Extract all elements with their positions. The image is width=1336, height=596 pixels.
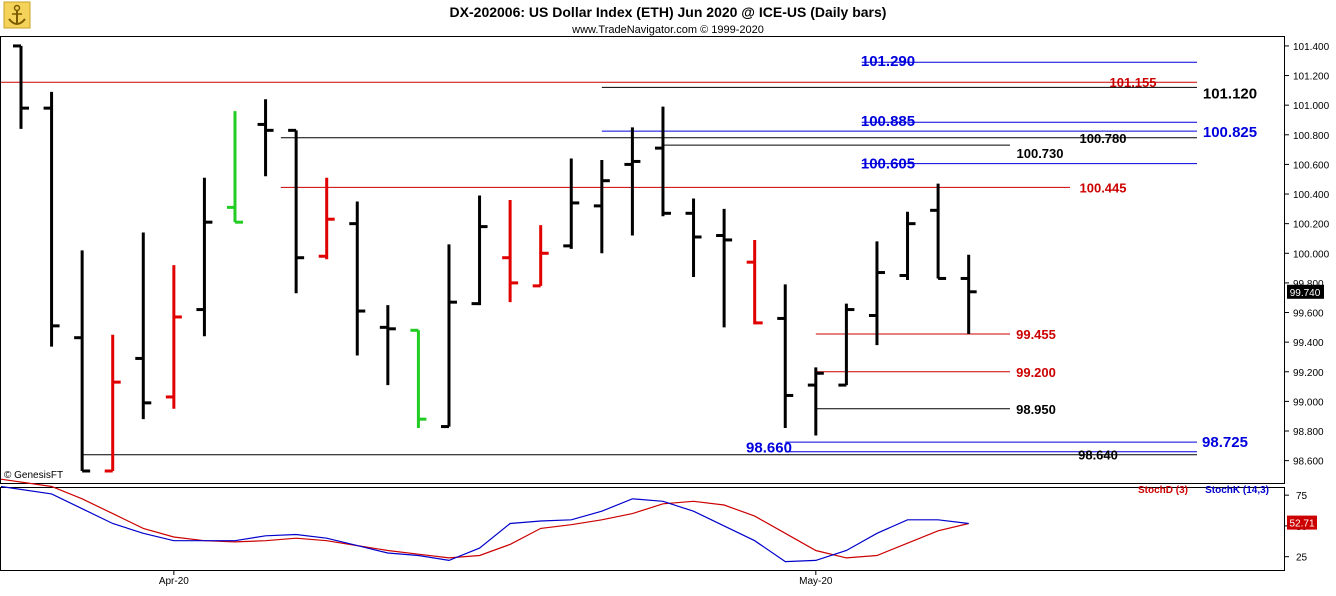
stochk-legend: StochK (14,3) <box>1205 485 1269 496</box>
ohlc-bar <box>135 232 152 420</box>
level-label: 98.640 <box>1078 448 1118 463</box>
ohlc-bar <box>165 265 182 409</box>
ohlc-bar <box>624 127 641 236</box>
level-label: 98.660 <box>746 440 792 457</box>
ohlc-bar <box>226 111 243 224</box>
price-axis-label: 99.400 <box>1293 338 1324 349</box>
ohlc-bar <box>593 159 610 254</box>
stoch-series-line <box>0 478 969 559</box>
ohlc-bar <box>868 241 885 346</box>
chart-title: DX-202006: US Dollar Index (ETH) Jun 202… <box>450 4 887 20</box>
price-axis-label: 101.400 <box>1293 42 1330 53</box>
stoch-axis-label: 75 <box>1296 491 1308 502</box>
stoch-last-box <box>1287 515 1317 530</box>
level-label: 100.445 <box>1080 180 1127 195</box>
price-axis-label: 99.800 <box>1293 279 1324 290</box>
price-axis-label: 101.000 <box>1293 101 1330 112</box>
ohlc-bar <box>960 254 977 334</box>
level-label: 98.950 <box>1016 402 1056 417</box>
price-axis-label: 98.800 <box>1293 427 1324 438</box>
ohlc-bar <box>257 99 274 177</box>
ohlc-bar <box>654 106 671 217</box>
price-axis: 101.400 101.200 101.000 100.800 100.600 100.4… <box>1284 42 1330 468</box>
ohlc-bar <box>746 239 763 325</box>
price-axis-label: 100.000 <box>1293 249 1330 260</box>
level-label: 98.725 <box>1202 434 1248 451</box>
date-axis-label: May-20 <box>799 576 833 587</box>
ohlc-bar <box>196 177 213 337</box>
ohlc-bar <box>716 208 733 328</box>
ohlc-bar <box>104 334 121 473</box>
ohlc-bar <box>838 303 855 387</box>
last-price-label: 99.740 <box>1290 288 1321 299</box>
price-axis-label: 99.600 <box>1293 309 1324 320</box>
ohlc-bar <box>930 183 947 280</box>
stoch-series-line <box>0 485 969 563</box>
ohlc-bar <box>43 91 60 347</box>
stoch-axis-label: 25 <box>1296 553 1308 564</box>
price-axis-label: 100.800 <box>1293 131 1330 142</box>
ohlc-bar <box>379 305 396 386</box>
level-label: 101.155 <box>1110 75 1157 90</box>
last-price-box <box>1287 284 1324 299</box>
ohlc-bar <box>410 328 427 429</box>
ohlc-bar <box>777 284 794 429</box>
price-axis-label: 101.200 <box>1293 72 1330 83</box>
level-label: 99.200 <box>1016 365 1056 380</box>
support-resistance-levels: 101.290 101.155 101.120 100.885 100.825 100.7… <box>1 53 1257 463</box>
price-axis-label: 100.600 <box>1293 160 1330 171</box>
ohlc-bar <box>318 177 335 260</box>
level-label: 101.120 <box>1203 85 1257 102</box>
last-price-marker: 99.740 <box>1287 284 1324 299</box>
level-label: 100.825 <box>1203 124 1257 141</box>
level-label: 100.885 <box>861 113 915 130</box>
ohlc-bar <box>899 211 916 280</box>
ohlc-bar <box>288 128 305 294</box>
price-axis-label: 100.200 <box>1293 220 1330 231</box>
ohlc-bar <box>471 195 488 306</box>
ohlc-bar <box>685 198 702 277</box>
stoch-lines <box>0 478 969 563</box>
stoch-panel-frame <box>0 487 1285 571</box>
date-axis-label: Apr-20 <box>159 576 189 587</box>
logo-anchor-icon <box>3 1 31 29</box>
ohlc-bar <box>807 367 824 436</box>
level-label: 100.605 <box>861 156 915 173</box>
price-axis-label: 98.600 <box>1293 457 1324 468</box>
ohlc-bar <box>532 225 549 288</box>
level-label: 100.730 <box>1017 146 1064 161</box>
ohlc-bar <box>13 44 29 129</box>
stoch-legend: StochD (3) StochK (14,3) <box>1138 485 1269 496</box>
ohlc-bar <box>563 158 580 249</box>
stochd-legend: StochD (3) <box>1138 485 1188 496</box>
level-label: 100.780 <box>1080 131 1127 146</box>
ohlc-bar <box>502 199 519 303</box>
price-axis-label: 100.400 <box>1293 190 1330 201</box>
ohlc-bar <box>440 244 457 429</box>
ohlc-bar <box>74 250 91 473</box>
price-axis-label: 99.000 <box>1293 397 1324 408</box>
chart-subtitle: www.TradeNavigator.com © 1999-2020 <box>571 24 764 36</box>
price-panel-frame <box>0 36 1285 484</box>
ohlc-bar <box>349 201 366 356</box>
anchor-arms <box>8 18 26 25</box>
level-label: 99.455 <box>1016 327 1056 342</box>
level-label: 101.290 <box>861 53 915 70</box>
genesis-watermark: © GenesisFT <box>4 470 63 481</box>
stoch-axis: 75502552.71 <box>1284 491 1317 564</box>
price-bars <box>13 44 977 473</box>
stoch-last-label: 52.71 <box>1289 519 1314 530</box>
price-axis-label: 99.200 <box>1293 368 1324 379</box>
date-axis: Apr-20 May-20 <box>159 571 833 587</box>
